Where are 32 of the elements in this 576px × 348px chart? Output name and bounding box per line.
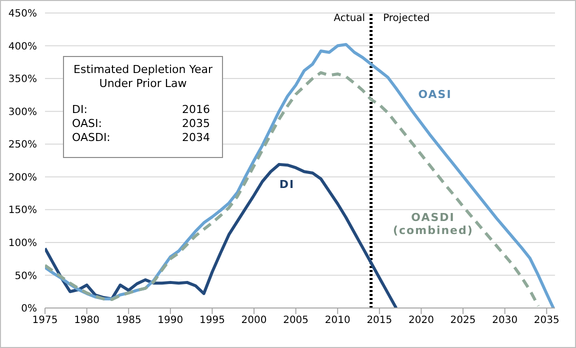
text: OASDI: 2034 <box>72 131 210 144</box>
y-tick-label: 100% <box>8 238 37 249</box>
series-label: OASI <box>417 88 453 101</box>
x-tick-label: 1985 <box>116 315 142 326</box>
series-label: OASDI (combined) <box>393 211 474 237</box>
x-tick-label: 2030 <box>492 315 518 326</box>
x-tick-label: 1995 <box>199 315 225 326</box>
x-tick-label: 1975 <box>32 315 58 326</box>
y-tick-label: 200% <box>8 172 37 184</box>
x-tick-label: 2010 <box>324 315 350 326</box>
x-tick-label: 2015 <box>366 315 392 326</box>
y-tick-label: 300% <box>8 106 37 118</box>
y-tick-label: 0% <box>21 304 37 315</box>
x-tick-label: 2000 <box>241 315 267 326</box>
x-tick-label: 2020 <box>408 315 434 326</box>
y-tick-label: 400% <box>8 41 37 52</box>
text: DI: 2016 <box>72 103 210 116</box>
x-tick-label: 2035 <box>534 315 560 326</box>
y-tick-label: 50% <box>14 270 37 282</box>
y-tick-label: 250% <box>8 140 37 151</box>
x-tick-label: 2005 <box>283 315 309 326</box>
x-tick-label: 1980 <box>74 315 100 326</box>
x-tick-label: 1990 <box>158 315 184 326</box>
text: OASI: 2035 <box>72 117 210 130</box>
x-tick-label: 2025 <box>450 315 476 326</box>
y-tick-label: 150% <box>8 205 37 216</box>
annotation: Actual <box>332 13 366 24</box>
series-label: DI <box>278 178 296 191</box>
annotation: Projected <box>383 13 431 24</box>
annotation: Estimated Depletion Year Under Prior Law <box>72 63 214 91</box>
y-tick-label: 450% <box>8 8 37 20</box>
y-tick-label: 350% <box>8 74 37 86</box>
